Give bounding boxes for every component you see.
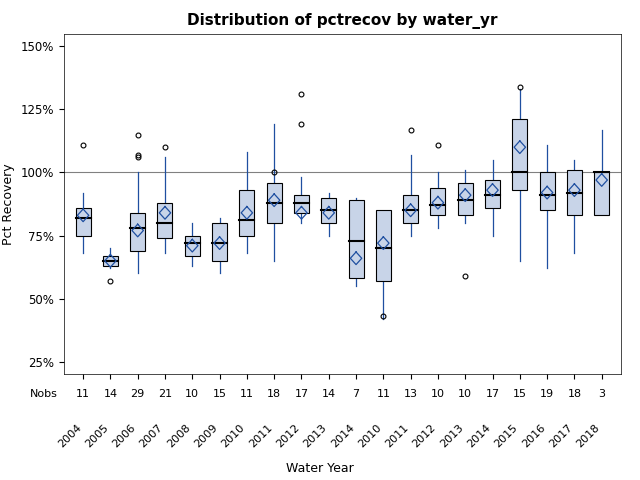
Text: 2014: 2014 [465, 422, 493, 449]
Bar [349, 200, 364, 278]
Bar [239, 190, 254, 236]
Bar [130, 213, 145, 251]
Text: 11: 11 [76, 389, 90, 398]
Text: 11: 11 [240, 389, 254, 398]
Text: 14: 14 [322, 389, 336, 398]
Text: 13: 13 [404, 389, 418, 398]
Text: 17: 17 [294, 389, 308, 398]
Text: Water Year: Water Year [286, 462, 354, 475]
Bar [157, 203, 173, 238]
Text: 29: 29 [131, 389, 145, 398]
Bar [403, 195, 418, 223]
Bar [540, 172, 555, 210]
Text: 2018: 2018 [575, 422, 602, 449]
Title: Distribution of pctrecov by water_yr: Distribution of pctrecov by water_yr [187, 13, 498, 29]
Text: 2009: 2009 [193, 422, 220, 449]
Bar [485, 180, 500, 208]
Text: 2014: 2014 [329, 422, 356, 449]
Text: 2015: 2015 [493, 422, 520, 449]
Text: 2016: 2016 [520, 422, 547, 449]
Text: 2008: 2008 [165, 422, 192, 449]
Text: 2017: 2017 [547, 422, 575, 449]
Bar [103, 256, 118, 266]
Text: 2012: 2012 [411, 422, 438, 449]
Bar [294, 195, 309, 213]
Text: 10: 10 [431, 389, 445, 398]
Bar [267, 182, 282, 223]
Bar [212, 223, 227, 261]
Bar [458, 182, 473, 216]
Text: 19: 19 [540, 389, 554, 398]
Text: 2004: 2004 [56, 422, 83, 449]
Text: Nobs: Nobs [29, 389, 58, 398]
Text: 3: 3 [598, 389, 605, 398]
Text: 2011: 2011 [383, 422, 411, 449]
Text: 2013: 2013 [302, 422, 329, 449]
Bar [321, 198, 336, 223]
Text: 15: 15 [513, 389, 527, 398]
Text: 2013: 2013 [438, 422, 465, 449]
Text: 18: 18 [267, 389, 281, 398]
Bar [594, 172, 609, 216]
Text: 21: 21 [158, 389, 172, 398]
Text: 15: 15 [212, 389, 227, 398]
Text: 2006: 2006 [111, 422, 138, 449]
Text: 2007: 2007 [138, 422, 165, 449]
Text: 18: 18 [567, 389, 582, 398]
Bar [431, 188, 445, 216]
Bar [76, 208, 91, 236]
Bar [512, 120, 527, 190]
Text: 2012: 2012 [275, 422, 301, 449]
Text: 7: 7 [353, 389, 360, 398]
Text: 2011: 2011 [247, 422, 274, 449]
Bar [376, 210, 391, 281]
Text: 10: 10 [458, 389, 472, 398]
Text: 14: 14 [103, 389, 118, 398]
Bar [185, 236, 200, 256]
Text: 2005: 2005 [83, 422, 111, 449]
Bar [567, 170, 582, 216]
Text: 10: 10 [186, 389, 199, 398]
Y-axis label: Pct Recovery: Pct Recovery [2, 163, 15, 245]
Text: 2010: 2010 [356, 422, 383, 449]
Text: 2010: 2010 [220, 422, 247, 449]
Text: 11: 11 [376, 389, 390, 398]
Text: 17: 17 [486, 389, 500, 398]
